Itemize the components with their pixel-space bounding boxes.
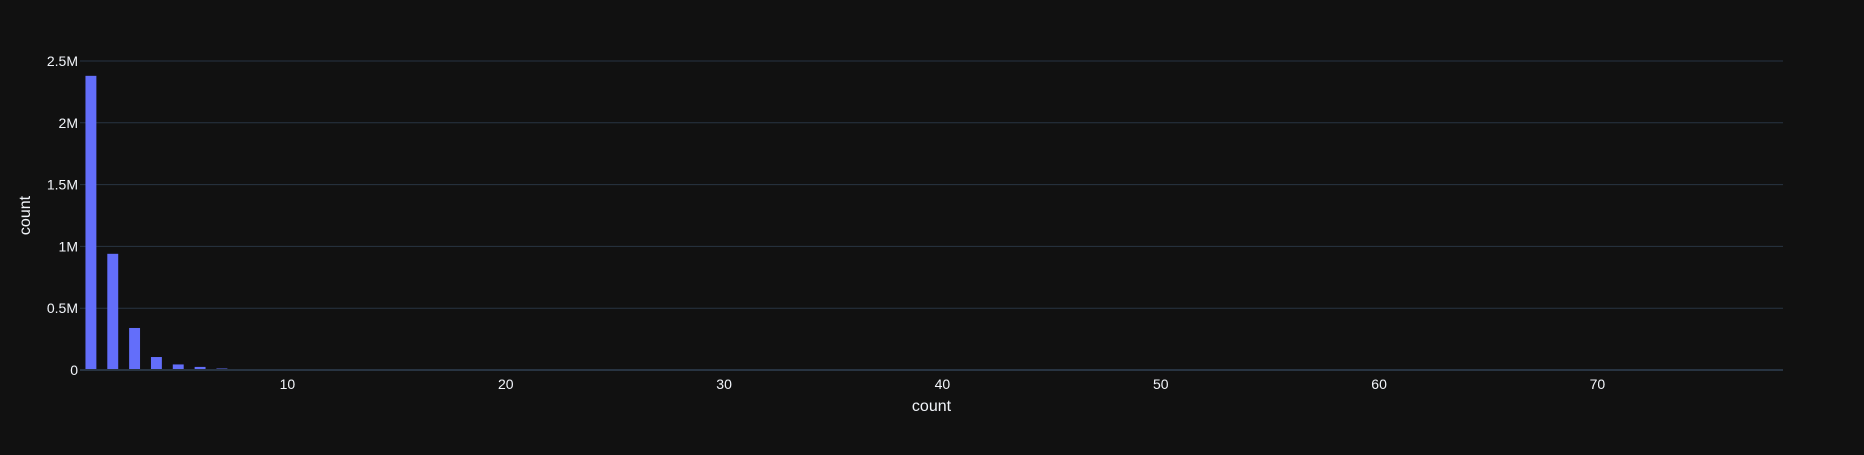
x-tick-label: 50 (1153, 376, 1169, 392)
y-axis-title: count (17, 195, 34, 235)
bars (85, 76, 336, 370)
grid-lines (80, 61, 1783, 308)
y-tick-label: 2.5M (47, 53, 78, 69)
histogram-bar (107, 254, 118, 370)
y-tick-label: 2M (59, 115, 78, 131)
y-tick-label: 0 (70, 362, 78, 378)
y-tick-labels: 0 0.5M 1M 1.5M 2M 2.5M (47, 53, 78, 378)
x-tick-label: 60 (1371, 376, 1387, 392)
y-tick-label: 1M (59, 238, 78, 254)
x-tick-label: 40 (935, 376, 951, 392)
x-tick-label: 10 (280, 376, 296, 392)
x-tick-label: 30 (716, 376, 732, 392)
x-tick-labels: 10 20 30 40 50 60 70 (280, 376, 1606, 392)
histogram-bar (85, 76, 96, 370)
x-tick-label: 70 (1590, 376, 1606, 392)
histogram-bar (129, 328, 140, 370)
x-axis-title: count (912, 398, 952, 415)
histogram-bar (151, 357, 162, 370)
y-tick-label: 0.5M (47, 300, 78, 316)
x-tick-label: 20 (498, 376, 514, 392)
y-tick-label: 1.5M (47, 177, 78, 193)
